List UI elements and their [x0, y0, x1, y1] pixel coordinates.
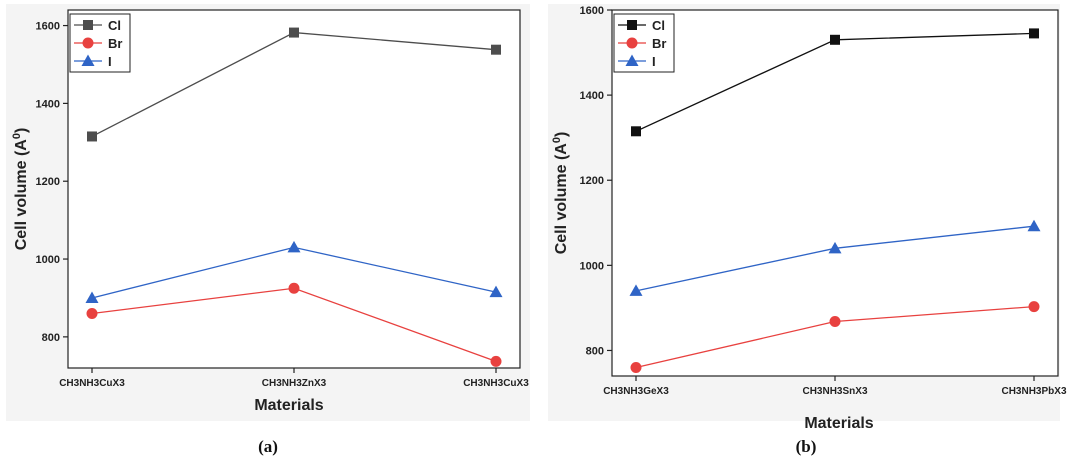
panel-b-legend: Cl Br I: [613, 13, 675, 73]
panel-a-y-tick-label: 1600: [36, 21, 60, 33]
panel-a-legend-label: Br: [108, 36, 122, 51]
panel-b-data-point-i: [828, 241, 842, 254]
panel-a-data-point-cl: [87, 131, 97, 142]
panel-a-data-point-i: [85, 291, 99, 303]
panel-a-data-point-i: [287, 240, 301, 253]
panel-b-y-axis-title-close: ): [553, 132, 570, 137]
panel-b-y-tick-label: 1000: [580, 260, 604, 272]
panel-a-data-point-br: [288, 282, 300, 294]
panel-b-y-tick-label: 1400: [580, 90, 604, 102]
panel-a-legend: Cl Br I: [69, 13, 131, 73]
panel-a-data-point-br: [490, 355, 502, 367]
panel-a-plot-frame: [67, 9, 521, 369]
panel-a-y-axis-title: Cell volume (A0): [11, 128, 30, 251]
panel-a-y-tick-label: 800: [42, 332, 60, 344]
panel-a-x-axis-title: Materials: [254, 397, 323, 414]
panel-b-legend-marker-br: [626, 37, 638, 49]
panel-a-y-tick-label: 1400: [36, 98, 60, 110]
panel-b-y-tick-label: 1200: [580, 175, 604, 187]
panel-a-y-tick-label: 1200: [36, 176, 60, 188]
panel-b-legend-label: Br: [652, 36, 666, 51]
panel-b-data-point-cl: [1029, 28, 1039, 39]
panel-b-y-axis-title: Cell volume (A0): [551, 132, 570, 255]
panel-b-legend-marker-cl: [627, 20, 637, 30]
panel-a-legend-label: Cl: [108, 18, 121, 33]
panel-a-data-point-br: [86, 308, 98, 320]
panel-b-data-point-cl: [631, 126, 641, 137]
panel-b-data-point-br: [1028, 301, 1040, 313]
panel-b-plot-frame: [611, 9, 1059, 377]
panel-a-x-tick-label: CH3NH3ZnX3: [262, 378, 327, 389]
panel-a-y-axis-title-main: Cell volume (A: [13, 139, 30, 251]
panel-b-legend-label: Cl: [652, 18, 665, 33]
panel-a-y-axis-title-close: ): [13, 128, 30, 133]
panel-b-data-point-br: [630, 361, 642, 373]
panel-a-label: (a): [258, 437, 278, 456]
panel-a-x-tick-label: CH3NH3CuX3: [463, 378, 529, 389]
panel-a-legend-label: I: [108, 54, 112, 69]
panel-b-legend-label: I: [652, 54, 656, 69]
panel-a-legend-marker-cl: [83, 20, 93, 30]
panel-b-data-point-i: [629, 284, 643, 296]
panel-b-x-tick-label: CH3NH3GeX3: [603, 386, 669, 397]
panel-b: 800 1000 1200 1400 1600 CH3NH3GeX3 CH3NH3SnX3 C…: [551, 5, 1067, 432]
panel-b-data-point-br: [829, 316, 841, 328]
panel-b-label: (b): [796, 437, 817, 456]
panel-b-data-point-cl: [830, 34, 840, 45]
panel-a-data-point-cl: [289, 27, 299, 38]
panel-a: 800 1000 1200 1400 1600 CH3NH3CuX3 CH3NH3ZnX3 C…: [11, 9, 529, 414]
panel-b-y-axis-title-superscript: 0: [551, 137, 563, 143]
panel-b-y-tick-label: 800: [586, 345, 604, 357]
panel-a-y-axis-title-superscript: 0: [11, 133, 23, 139]
panel-a-y-tick-label: 1000: [36, 254, 60, 266]
panel-a-data-point-cl: [491, 44, 501, 55]
panel-a-x-tick-label: CH3NH3CuX3: [59, 378, 125, 389]
panel-b-x-tick-label: CH3NH3PbX3: [1001, 386, 1066, 397]
panel-a-legend-marker-i: [81, 54, 95, 66]
panel-b-x-axis-title: Materials: [804, 415, 873, 432]
panel-a-legend-marker-br: [82, 37, 94, 49]
panel-b-y-axis-title-main: Cell volume (A: [553, 143, 570, 255]
panel-a-data-point-i: [489, 285, 503, 298]
panel-b-x-tick-label: CH3NH3SnX3: [802, 386, 867, 397]
panel-b-legend-marker-i: [625, 54, 639, 66]
panel-b-y-tick-label: 1600: [580, 5, 604, 17]
panel-b-data-point-i: [1027, 219, 1041, 232]
